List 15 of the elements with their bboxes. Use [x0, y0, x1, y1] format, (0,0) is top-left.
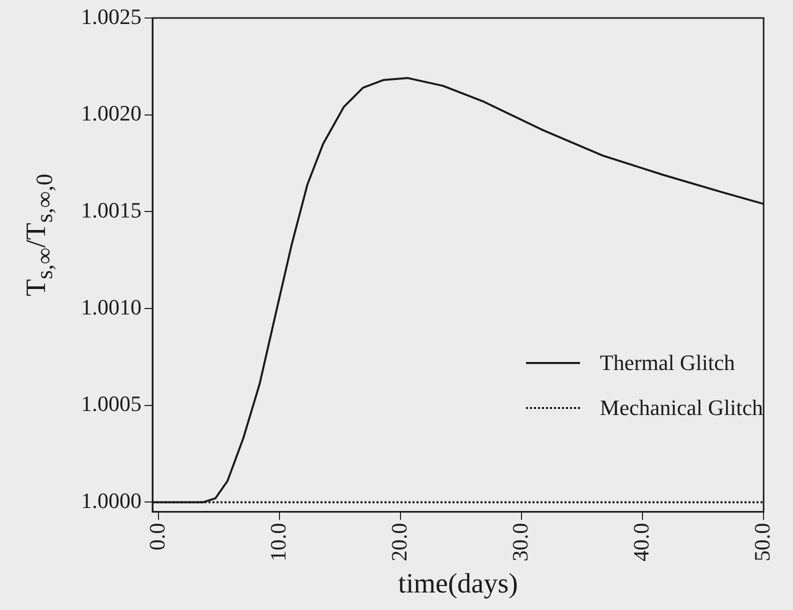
x-tick-label: 40.0	[628, 522, 654, 562]
legend-label: Mechanical Glitch	[600, 394, 763, 420]
y-tick-label: 1.0010	[81, 294, 142, 320]
y-tick-label: 1.0000	[81, 488, 142, 513]
x-tick-label: 20.0	[386, 522, 412, 562]
x-tick-label: 50.0	[749, 522, 774, 562]
x-tick-label: 30.0	[507, 522, 532, 562]
y-tick-label: 1.0025	[81, 4, 142, 29]
y-tick-label: 1.0005	[81, 391, 142, 416]
x-tick-label: 0.0	[144, 522, 170, 550]
legend-label: Thermal Glitch	[600, 350, 735, 376]
x-axis-title: time(days)	[398, 568, 518, 600]
x-tick-label: 10.0	[265, 522, 290, 562]
y-tick-label: 1.0015	[81, 197, 142, 222]
y-tick-label: 1.0020	[81, 100, 142, 126]
